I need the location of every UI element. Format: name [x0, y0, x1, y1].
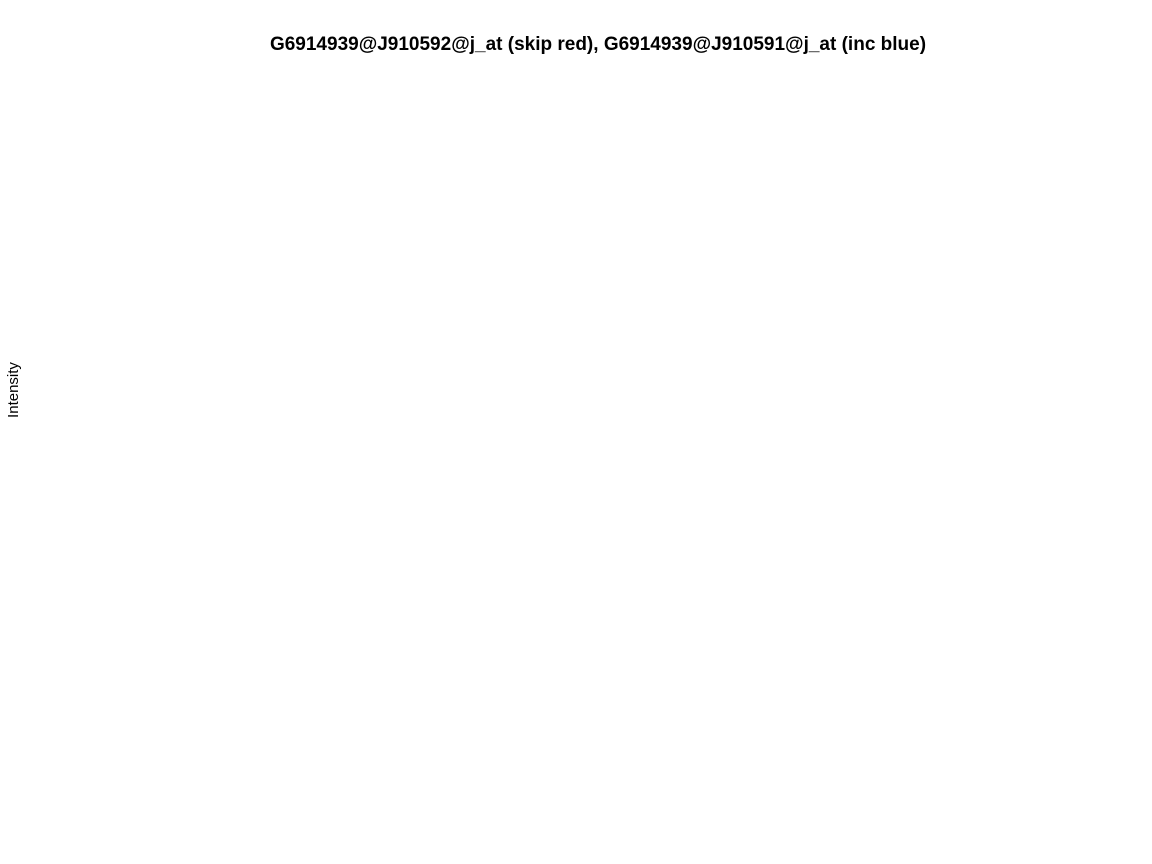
y-axis-label: Intensity — [5, 362, 22, 418]
chart-title: G6914939@J910592@j_at (skip red), G69149… — [270, 34, 926, 55]
